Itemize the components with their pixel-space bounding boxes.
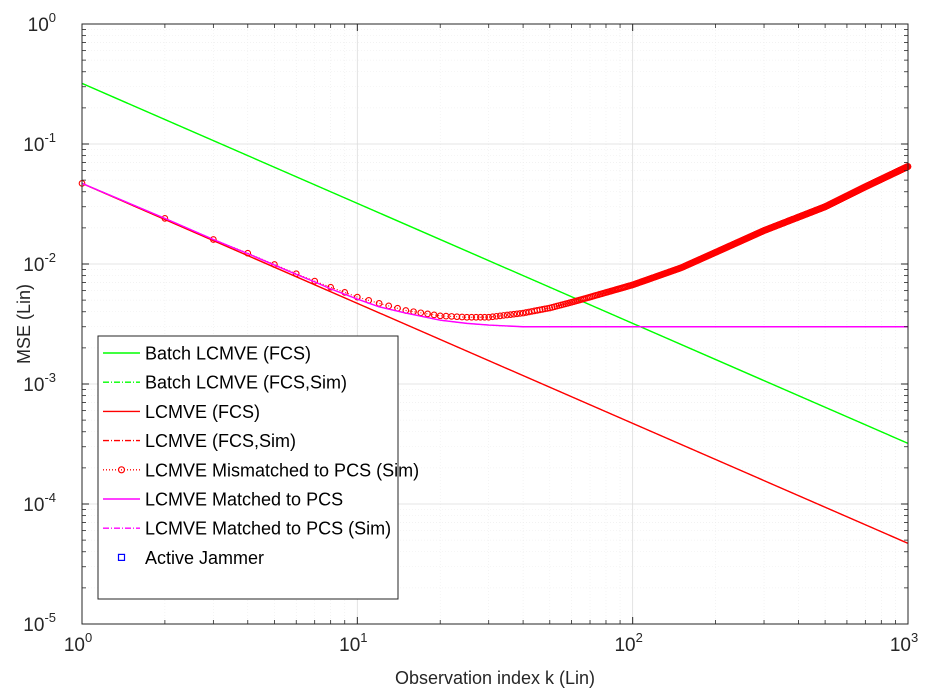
series-line [81, 165, 909, 318]
tick-exponent: -1 [44, 130, 56, 145]
series-point [544, 305, 551, 312]
tick-exponent: -3 [44, 370, 56, 385]
x-tick-labels: 100 101 102 103 [64, 630, 918, 656]
series-point [507, 311, 514, 318]
axis-ticks [81, 23, 909, 625]
legend-swatch-marker [117, 466, 126, 474]
y-tick-label: 10-3 [23, 370, 56, 396]
series-line [81, 82, 909, 444]
series-point [541, 305, 549, 313]
legend-label: LCMVE Matched to PCS (Sim) [145, 519, 391, 539]
tick-exponent: 0 [49, 10, 56, 25]
series-point [458, 313, 466, 321]
legend-label: Active Jammer [145, 548, 264, 568]
plot-frame [81, 23, 909, 625]
legend-label: Batch LCMVE (FCS) [145, 344, 311, 364]
series-point [424, 310, 431, 318]
series-point [481, 313, 489, 321]
tick-exponent: -4 [44, 490, 56, 505]
series-point [472, 313, 480, 321]
y-tick-label: 10-4 [23, 490, 56, 516]
y-tick-label: 10-5 [23, 610, 56, 636]
legend-item-lcmve-matched-to-pcs: LCMVE Matched to PCS [103, 490, 343, 510]
tick-exponent: 0 [85, 630, 92, 645]
series-point [489, 313, 496, 321]
x-tick-label: 102 [614, 630, 642, 656]
tick-exponent: 3 [911, 630, 918, 645]
series-point [477, 313, 484, 321]
legend-swatch-marker [117, 553, 126, 562]
legend-box [97, 335, 399, 600]
x-tick-label: 101 [339, 630, 367, 656]
x-tick-label: 100 [64, 630, 92, 656]
series-batch-lcmve-fcs-sim [81, 82, 909, 444]
series-point [513, 310, 521, 318]
series-point [468, 313, 475, 321]
series-line [81, 182, 909, 544]
legend-item-active-jammer: Active Jammer [117, 548, 264, 568]
tick-exponent: 2 [636, 630, 643, 645]
legend-item-lcmve-fcs: LCMVE (FCS) [103, 402, 260, 422]
y-tick-label: 10-2 [23, 250, 56, 276]
series-point [485, 313, 493, 321]
legend-label: LCMVE (FCS) [145, 402, 260, 422]
y-axis-title: MSE (Lin) [14, 284, 34, 364]
minor-grid [82, 24, 908, 624]
series-point [463, 313, 471, 321]
series-lcmve-matched-to-pcs-sim [81, 182, 908, 328]
legend-label: Batch LCMVE (FCS,Sim) [145, 373, 347, 393]
legend-item-lcmve-mismatched-to-pcs-sim: LCMVE Mismatched to PCS (Sim) [103, 460, 419, 480]
y-tick-label: 100 [28, 10, 56, 36]
x-axis-title: Observation index k (Lin) [395, 668, 595, 688]
legend-item-lcmve-matched-to-pcs-sim: LCMVE Matched to PCS (Sim) [103, 519, 391, 539]
series-point [430, 311, 438, 319]
series-point [503, 311, 511, 319]
legend: Batch LCMVE (FCS) Batch LCMVE (FCS,Sim) LC… [97, 335, 419, 600]
series-lcmve-fcs-sim [81, 182, 909, 544]
series-lcmve-mismatched-to-pcs-sim [78, 163, 912, 321]
legend-label: LCMVE (FCS,Sim) [145, 431, 296, 451]
tick-exponent: -2 [44, 250, 56, 265]
series-point [510, 310, 518, 318]
series-point [496, 312, 504, 320]
tick-exponent: -5 [44, 610, 56, 625]
series-point [210, 236, 217, 243]
series-point [353, 293, 361, 301]
series-point [341, 289, 349, 296]
legend-item-batch-lcmve-fcs: Batch LCMVE (FCS) [103, 344, 311, 364]
series-point [500, 312, 508, 319]
legend-label: LCMVE Mismatched to PCS (Sim) [145, 460, 419, 480]
series-point [493, 312, 500, 320]
series-point [161, 215, 169, 222]
legend-item-batch-lcmve-fcs-sim: Batch LCMVE (FCS,Sim) [103, 373, 347, 393]
legend-item-lcmve-fcs-sim: LCMVE (FCS,Sim) [103, 431, 296, 451]
y-tick-labels: 100 10-1 10-2 10-3 10-4 10-5 [23, 10, 56, 636]
x-tick-label: 103 [890, 630, 918, 656]
series-layer [78, 82, 912, 544]
series-line [81, 182, 908, 328]
tick-exponent: 1 [360, 630, 367, 645]
legend-label: LCMVE Matched to PCS [145, 490, 343, 510]
y-tick-label: 10-1 [23, 130, 56, 156]
